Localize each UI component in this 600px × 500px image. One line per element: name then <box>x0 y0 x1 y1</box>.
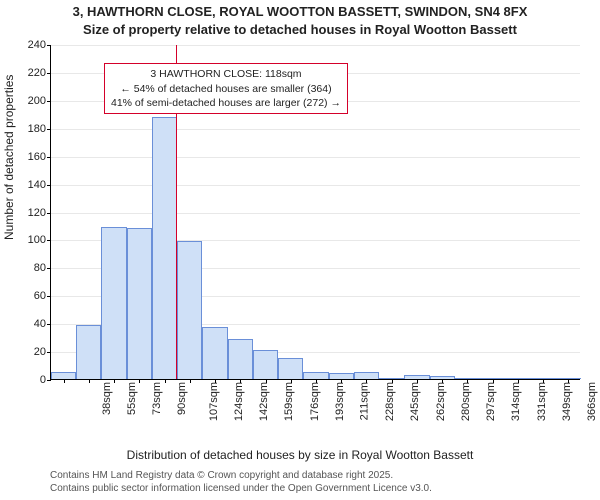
annotation-line1: 3 HAWTHORN CLOSE: 118sqm <box>111 67 341 81</box>
y-tick-label: 220 <box>28 67 46 79</box>
y-tick-mark <box>47 185 51 186</box>
x-tick-label: 211sqm <box>358 382 370 420</box>
y-tick-mark <box>47 324 51 325</box>
x-tick-label: 297sqm <box>485 382 497 421</box>
x-tick-mark <box>165 379 166 383</box>
x-tick-mark <box>139 379 140 383</box>
x-tick-mark <box>316 379 317 383</box>
chart-title-line1: 3, HAWTHORN CLOSE, ROYAL WOOTTON BASSETT… <box>0 4 600 19</box>
histogram-bar <box>76 325 101 379</box>
gridline <box>51 157 580 158</box>
y-tick-mark <box>47 129 51 130</box>
histogram-bar <box>278 358 303 379</box>
x-tick-label: 331sqm <box>536 382 548 421</box>
y-tick-mark <box>47 296 51 297</box>
histogram-bar <box>101 227 126 379</box>
gridline <box>51 213 580 214</box>
x-tick-mark <box>568 379 569 383</box>
attribution-line1: Contains HM Land Registry data © Crown c… <box>50 470 393 481</box>
gridline <box>51 185 580 186</box>
y-tick-mark <box>47 380 51 381</box>
x-tick-mark <box>442 379 443 383</box>
y-tick-label: 140 <box>28 179 46 191</box>
annotation-line2: ← 54% of detached houses are smaller (36… <box>111 82 341 96</box>
y-tick-mark <box>47 45 51 46</box>
x-tick-mark <box>215 379 216 383</box>
x-tick-mark <box>114 379 115 383</box>
histogram-bar <box>253 350 278 379</box>
x-tick-label: 90sqm <box>176 382 188 415</box>
x-tick-mark <box>467 379 468 383</box>
histogram-bar <box>354 372 379 379</box>
x-tick-mark <box>518 379 519 383</box>
histogram-bar <box>303 372 328 379</box>
x-tick-mark <box>64 379 65 383</box>
x-tick-mark <box>240 379 241 383</box>
x-tick-mark <box>543 379 544 383</box>
x-tick-mark <box>266 379 267 383</box>
histogram-bar <box>152 117 177 379</box>
y-tick-mark <box>47 240 51 241</box>
x-tick-label: 38sqm <box>101 382 113 415</box>
y-tick-label: 40 <box>34 318 46 330</box>
histogram-bar <box>127 228 152 379</box>
x-tick-mark <box>392 379 393 383</box>
x-tick-label: 314sqm <box>511 382 523 421</box>
x-axis-label: Distribution of detached houses by size … <box>0 448 600 462</box>
x-tick-mark <box>291 379 292 383</box>
histogram-bar <box>51 372 76 379</box>
gridline <box>51 45 580 46</box>
x-tick-mark <box>366 379 367 383</box>
x-tick-label: 349sqm <box>561 382 573 421</box>
y-tick-label: 100 <box>28 234 46 246</box>
attribution-line2: Contains public sector information licen… <box>50 483 432 494</box>
x-tick-label: 245sqm <box>410 382 422 421</box>
annotation-line3: 41% of semi-detached houses are larger (… <box>111 96 341 110</box>
y-tick-label: 200 <box>28 95 46 107</box>
y-tick-label: 160 <box>28 151 46 163</box>
y-tick-label: 120 <box>28 207 46 219</box>
y-tick-label: 240 <box>28 39 46 51</box>
y-tick-label: 20 <box>34 346 46 358</box>
histogram-bar <box>228 339 253 379</box>
x-tick-label: 142sqm <box>258 382 270 421</box>
x-tick-label: 366sqm <box>586 382 598 421</box>
y-tick-label: 180 <box>28 123 46 135</box>
y-tick-mark <box>47 73 51 74</box>
x-tick-label: 280sqm <box>460 382 472 421</box>
x-tick-mark <box>190 379 191 383</box>
y-tick-mark <box>47 157 51 158</box>
y-axis-label: Number of detached properties <box>2 75 16 240</box>
x-tick-mark <box>341 379 342 383</box>
y-tick-label: 60 <box>34 290 46 302</box>
y-tick-mark <box>47 352 51 353</box>
x-tick-label: 55sqm <box>126 382 138 415</box>
histogram-plot: 02040608010012014016018020022024038sqm55… <box>50 45 580 380</box>
annotation-box: 3 HAWTHORN CLOSE: 118sqm← 54% of detache… <box>104 63 348 114</box>
x-tick-label: 176sqm <box>309 382 321 421</box>
x-tick-label: 73sqm <box>151 382 163 415</box>
y-tick-mark <box>47 101 51 102</box>
x-tick-label: 193sqm <box>334 382 346 421</box>
x-tick-mark <box>89 379 90 383</box>
x-tick-label: 228sqm <box>384 382 396 421</box>
chart-title-line2: Size of property relative to detached ho… <box>0 22 600 37</box>
y-tick-mark <box>47 213 51 214</box>
y-tick-label: 0 <box>40 374 46 386</box>
histogram-bar <box>177 241 202 379</box>
x-tick-label: 159sqm <box>283 382 295 421</box>
y-tick-mark <box>47 268 51 269</box>
x-tick-label: 107sqm <box>208 382 220 421</box>
x-tick-label: 124sqm <box>233 382 245 421</box>
x-tick-mark <box>493 379 494 383</box>
gridline <box>51 129 580 130</box>
x-tick-label: 262sqm <box>435 382 447 421</box>
histogram-bar <box>202 327 227 379</box>
x-tick-mark <box>417 379 418 383</box>
y-tick-label: 80 <box>34 262 46 274</box>
